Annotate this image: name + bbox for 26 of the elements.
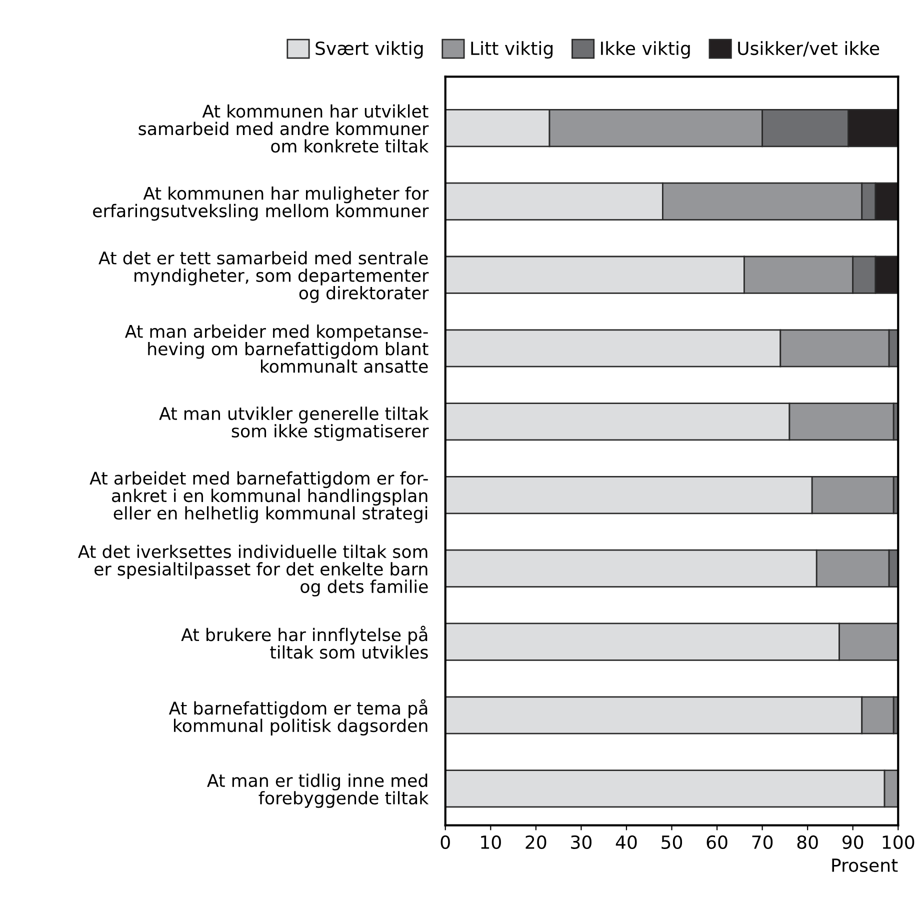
legend-label: Ikke viktig xyxy=(601,41,690,59)
legend-label: Svært viktig xyxy=(316,41,423,59)
x-tick-label: 20 xyxy=(526,835,546,850)
x-tick-label: 100 xyxy=(882,835,914,850)
y-tick-label: At man utvikler generelle tiltak som ikke stigmatiserer xyxy=(159,406,429,441)
y-tick-label: At kommunen har muligheter for erfaringsutveksling mellom kommuner xyxy=(93,186,429,221)
legend-label: Litt viktig xyxy=(471,41,553,59)
y-tick-label: At det iverksettes individuelle tiltak som er spesialtilpasset for det enkelte barn og dets familie xyxy=(78,544,428,596)
y-tick-label: At arbeidet med barnefattigdom er for- ankret i en kommunal handlingsplan eller en helhetlig kommunal strategi xyxy=(90,471,428,524)
y-tick-label: At det er tett samarbeid med sentrale myndigheter, som departementer og direktorater xyxy=(98,251,429,303)
y-tick-label: At man arbeider med kompetanse- heving om barnefattigdom blant kommunalt ansatte xyxy=(124,324,428,373)
x-tick-label: 90 xyxy=(842,835,864,850)
x-tick-label: 0 xyxy=(440,835,450,850)
x-tick-label: 30 xyxy=(571,835,592,850)
x-tick-label: 10 xyxy=(481,835,501,850)
x-tick-label: 70 xyxy=(752,835,773,850)
x-tick-label: 50 xyxy=(662,835,682,850)
y-tick-label: At man er tidlig inne med forebyggende tiltak xyxy=(207,774,429,808)
x-tick-label: 80 xyxy=(797,835,818,850)
x-tick-label: 40 xyxy=(616,835,637,850)
y-tick-label: At barnefattigdom er tema på kommunal politisk dagsorden xyxy=(168,699,428,736)
legend-label: Usikker/vet ikke xyxy=(738,41,880,57)
y-tick-label: At kommunen har utviklet samarbeid med andre kommuner om konkrete tiltak xyxy=(138,104,429,153)
y-tick-label: At brukere har innflytelse på tiltak som utvikles xyxy=(181,626,428,659)
x-tick-label: 60 xyxy=(706,835,728,850)
x-axis-title: Prosent xyxy=(832,858,898,872)
